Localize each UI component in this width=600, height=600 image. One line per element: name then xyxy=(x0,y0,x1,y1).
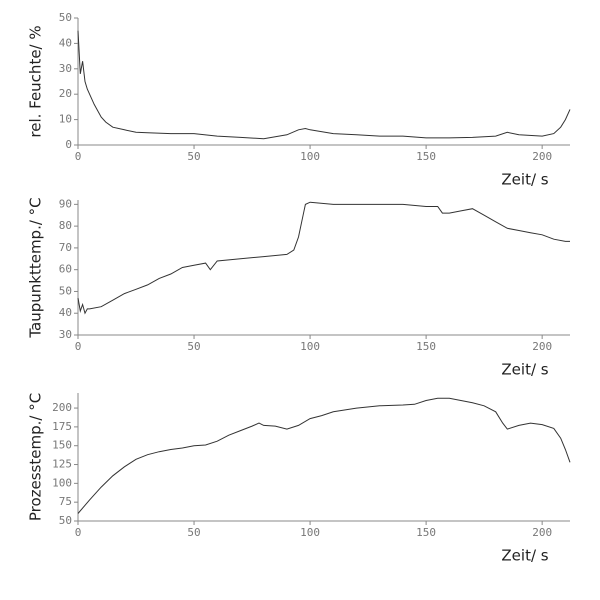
y-axis-label: Prozesstemp./ °C xyxy=(27,393,45,521)
y-tick-label: 50 xyxy=(59,284,72,297)
x-tick-label: 200 xyxy=(532,340,552,353)
y-tick-label: 125 xyxy=(52,458,72,471)
x-tick-label: 200 xyxy=(532,150,552,163)
y-tick-label: 75 xyxy=(59,495,72,508)
y-tick-label: 50 xyxy=(59,514,72,527)
x-tick-label: 0 xyxy=(75,526,82,539)
x-tick-label: 50 xyxy=(187,150,200,163)
y-tick-label: 70 xyxy=(59,241,72,254)
x-axis-label: Zeit/ s xyxy=(501,547,548,565)
y-tick-label: 30 xyxy=(59,328,72,341)
x-tick-label: 100 xyxy=(300,150,320,163)
x-tick-label: 50 xyxy=(187,526,200,539)
x-tick-label: 0 xyxy=(75,150,82,163)
y-tick-label: 90 xyxy=(59,197,72,210)
x-tick-label: 150 xyxy=(416,150,436,163)
x-tick-label: 200 xyxy=(532,526,552,539)
y-axis-label: rel. Feuchte/ % xyxy=(27,25,45,137)
x-tick-label: 100 xyxy=(300,340,320,353)
x-axis-label: Zeit/ s xyxy=(501,171,548,189)
y-tick-label: 80 xyxy=(59,219,72,232)
y-tick-label: 40 xyxy=(59,306,72,319)
x-tick-label: 150 xyxy=(416,526,436,539)
y-tick-label: 20 xyxy=(59,87,72,100)
x-tick-label: 50 xyxy=(187,340,200,353)
y-tick-label: 150 xyxy=(52,439,72,452)
y-tick-label: 10 xyxy=(59,113,72,126)
y-tick-label: 200 xyxy=(52,401,72,414)
data-line xyxy=(77,397,571,514)
y-axis-label: Taupunkttemp./ °C xyxy=(27,197,45,338)
x-tick-label: 150 xyxy=(416,340,436,353)
data-line xyxy=(77,201,570,315)
y-tick-label: 40 xyxy=(59,36,72,49)
x-tick-label: 0 xyxy=(75,340,82,353)
y-tick-label: 50 xyxy=(59,11,72,24)
y-tick-label: 0 xyxy=(65,138,72,151)
y-tick-label: 30 xyxy=(59,62,72,75)
x-tick-label: 100 xyxy=(300,526,320,539)
data-line xyxy=(77,30,571,140)
y-tick-label: 175 xyxy=(52,420,72,433)
y-tick-label: 100 xyxy=(52,476,72,489)
y-tick-label: 60 xyxy=(59,263,72,276)
x-axis-label: Zeit/ s xyxy=(501,361,548,379)
